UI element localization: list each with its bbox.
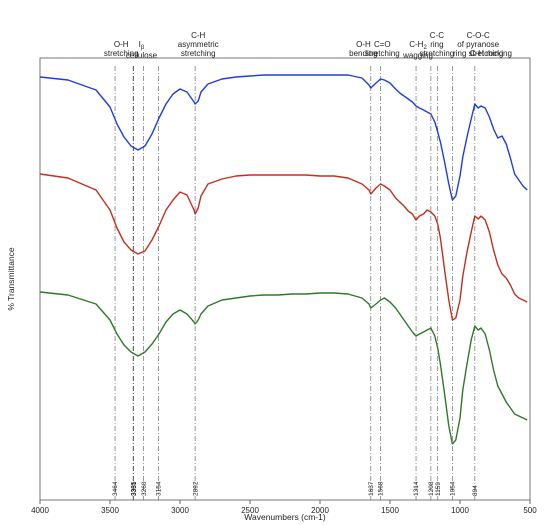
band-annotation: O-H stretching <box>104 40 139 58</box>
x-tick-label: 3000 <box>171 506 189 515</box>
x-tick-label: 1500 <box>381 506 399 515</box>
peak-marker-lines: 3464333533313260315428921637156813141208… <box>112 66 479 500</box>
band-annotation: O-H bending <box>349 40 377 58</box>
spectrum-line-2 <box>39 173 528 321</box>
x-axis-label: Wavenumbers (cm-1) <box>244 512 326 522</box>
peak-marker-label: 3464 <box>112 481 119 496</box>
peak-marker-label: 1208 <box>428 481 435 496</box>
x-tick-label: 2500 <box>241 506 259 515</box>
band-annotation: Iβ cellulose <box>126 40 158 60</box>
peak-marker-label: 1159 <box>435 482 442 496</box>
spectra-series <box>39 74 528 445</box>
peak-marker-label: 1054 <box>450 481 457 496</box>
x-tick-label: 2000 <box>311 506 329 515</box>
peak-marker-label: 1637 <box>368 481 375 496</box>
y-axis-label: % Transmittance <box>6 247 16 311</box>
band-annotation: C=O stretching <box>365 40 400 58</box>
band-annotation: C-H2 wagging <box>402 40 433 60</box>
x-tick-label: 4000 <box>31 506 49 515</box>
x-tick-label: 3500 <box>101 506 119 515</box>
peak-marker-label: 3331 <box>131 481 138 496</box>
peak-marker-label: 1314 <box>413 481 420 496</box>
band-annotation: C-H asymmetric stretching <box>178 31 219 58</box>
peak-marker-label: 2892 <box>192 481 199 496</box>
x-tick-label: 1000 <box>451 506 469 515</box>
band-annotation: C-H rocking <box>470 49 512 58</box>
band-annotation: C-O-C of pyranose ring stretching <box>453 31 503 58</box>
peak-marker-label: 3154 <box>156 481 163 496</box>
peak-marker-label: 1568 <box>378 481 385 496</box>
x-axis: 4000 3500 3000 2500 2000 1500 1000 500 <box>31 57 537 515</box>
spectrum-line-1 <box>39 74 528 201</box>
plot-frame <box>39 57 531 501</box>
band-annotation: C-C ring stretching <box>420 31 455 58</box>
x-tick-label: 500 <box>523 506 537 515</box>
peak-marker-label: 894 <box>472 485 479 496</box>
peak-marker-label: 3260 <box>141 481 148 496</box>
spectrum-line-3 <box>39 291 528 445</box>
